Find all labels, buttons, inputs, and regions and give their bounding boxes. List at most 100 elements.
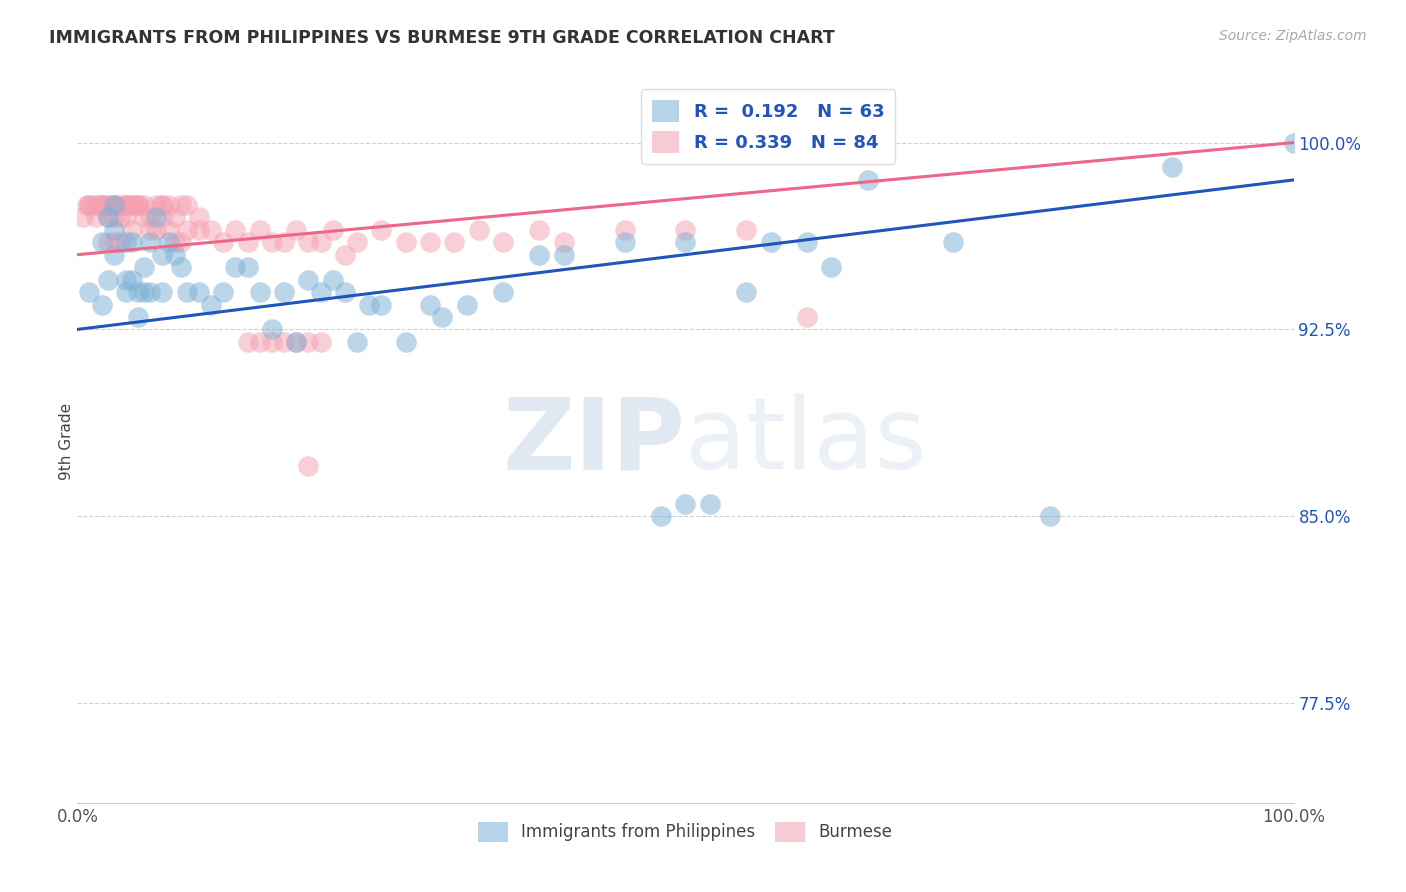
Point xyxy=(103,235,125,250)
Point xyxy=(456,297,478,311)
Point xyxy=(359,297,381,311)
Point xyxy=(90,198,112,212)
Point xyxy=(236,235,259,250)
Point xyxy=(103,223,125,237)
Point xyxy=(157,235,180,250)
Point xyxy=(163,235,186,250)
Point xyxy=(79,198,101,212)
Point xyxy=(170,260,193,274)
Point xyxy=(152,211,174,225)
Point xyxy=(796,310,818,324)
Point xyxy=(97,198,120,212)
Point xyxy=(346,334,368,349)
Point xyxy=(97,211,120,225)
Point xyxy=(121,198,143,212)
Text: atlas: atlas xyxy=(686,393,927,490)
Point xyxy=(134,285,156,299)
Point xyxy=(157,198,180,212)
Point xyxy=(273,334,295,349)
Point xyxy=(856,173,879,187)
Point xyxy=(103,248,125,262)
Point xyxy=(613,235,636,250)
Point xyxy=(121,235,143,250)
Point xyxy=(370,297,392,311)
Point xyxy=(170,198,193,212)
Point xyxy=(103,198,125,212)
Point xyxy=(419,297,441,311)
Point xyxy=(84,198,107,212)
Point xyxy=(157,223,180,237)
Point xyxy=(139,223,162,237)
Point xyxy=(127,198,149,212)
Point xyxy=(443,235,465,250)
Point xyxy=(297,334,319,349)
Point xyxy=(103,211,125,225)
Point xyxy=(492,235,515,250)
Point xyxy=(90,198,112,212)
Point xyxy=(224,260,246,274)
Point xyxy=(249,223,271,237)
Point xyxy=(675,497,697,511)
Point xyxy=(84,198,107,212)
Point xyxy=(370,223,392,237)
Point xyxy=(820,260,842,274)
Point xyxy=(97,272,120,286)
Point xyxy=(134,211,156,225)
Point xyxy=(297,235,319,250)
Point xyxy=(759,235,782,250)
Point xyxy=(796,235,818,250)
Point xyxy=(273,235,295,250)
Point xyxy=(90,235,112,250)
Point xyxy=(127,198,149,212)
Point xyxy=(176,198,198,212)
Point xyxy=(273,285,295,299)
Point xyxy=(212,235,235,250)
Point xyxy=(72,211,94,225)
Point xyxy=(260,235,283,250)
Point xyxy=(249,285,271,299)
Point xyxy=(176,285,198,299)
Point xyxy=(188,211,211,225)
Point xyxy=(103,198,125,212)
Point xyxy=(145,223,167,237)
Point xyxy=(188,223,211,237)
Point xyxy=(139,211,162,225)
Point xyxy=(139,235,162,250)
Point xyxy=(176,223,198,237)
Point xyxy=(322,223,344,237)
Point xyxy=(97,198,120,212)
Point xyxy=(675,235,697,250)
Point xyxy=(200,223,222,237)
Point xyxy=(127,198,149,212)
Point xyxy=(212,285,235,299)
Point xyxy=(224,223,246,237)
Point xyxy=(942,235,965,250)
Point xyxy=(309,235,332,250)
Point xyxy=(467,223,489,237)
Point xyxy=(145,198,167,212)
Point xyxy=(97,235,120,250)
Point xyxy=(260,322,283,336)
Point xyxy=(260,334,283,349)
Point xyxy=(735,285,758,299)
Point xyxy=(108,198,131,212)
Point xyxy=(249,334,271,349)
Point xyxy=(145,211,167,225)
Point xyxy=(188,285,211,299)
Point xyxy=(1282,136,1305,150)
Point xyxy=(115,235,138,250)
Point xyxy=(163,211,186,225)
Point xyxy=(419,235,441,250)
Point xyxy=(139,285,162,299)
Point xyxy=(430,310,453,324)
Point xyxy=(103,198,125,212)
Point xyxy=(309,285,332,299)
Point xyxy=(613,223,636,237)
Point xyxy=(285,334,308,349)
Point xyxy=(333,248,356,262)
Point xyxy=(103,198,125,212)
Point xyxy=(90,198,112,212)
Point xyxy=(675,223,697,237)
Point xyxy=(127,285,149,299)
Point xyxy=(76,198,98,212)
